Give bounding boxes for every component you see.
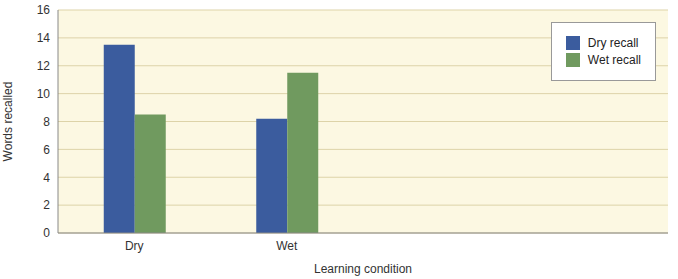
svg-text:Dry: Dry	[125, 239, 144, 253]
html-text:Dry recall: Dry recall	[587, 36, 639, 50]
svg-text:Learning condition: Learning condition	[314, 262, 412, 276]
svg-text:4: 4	[43, 171, 50, 185]
svg-text:6: 6	[43, 143, 50, 157]
svg-text:16: 16	[37, 3, 51, 17]
svg-text:14: 14	[37, 31, 51, 45]
svg-text:0: 0	[43, 226, 50, 240]
svg-text:10: 10	[37, 87, 51, 101]
html-text:Wet recall: Wet recall	[587, 53, 641, 67]
svg-text:8: 8	[43, 115, 50, 129]
svg-text:Wet: Wet	[276, 239, 298, 253]
svg-text:12: 12	[37, 59, 51, 73]
svg-text:Words recalled: Words recalled	[8, 82, 15, 162]
svg-text:2: 2	[43, 198, 50, 212]
